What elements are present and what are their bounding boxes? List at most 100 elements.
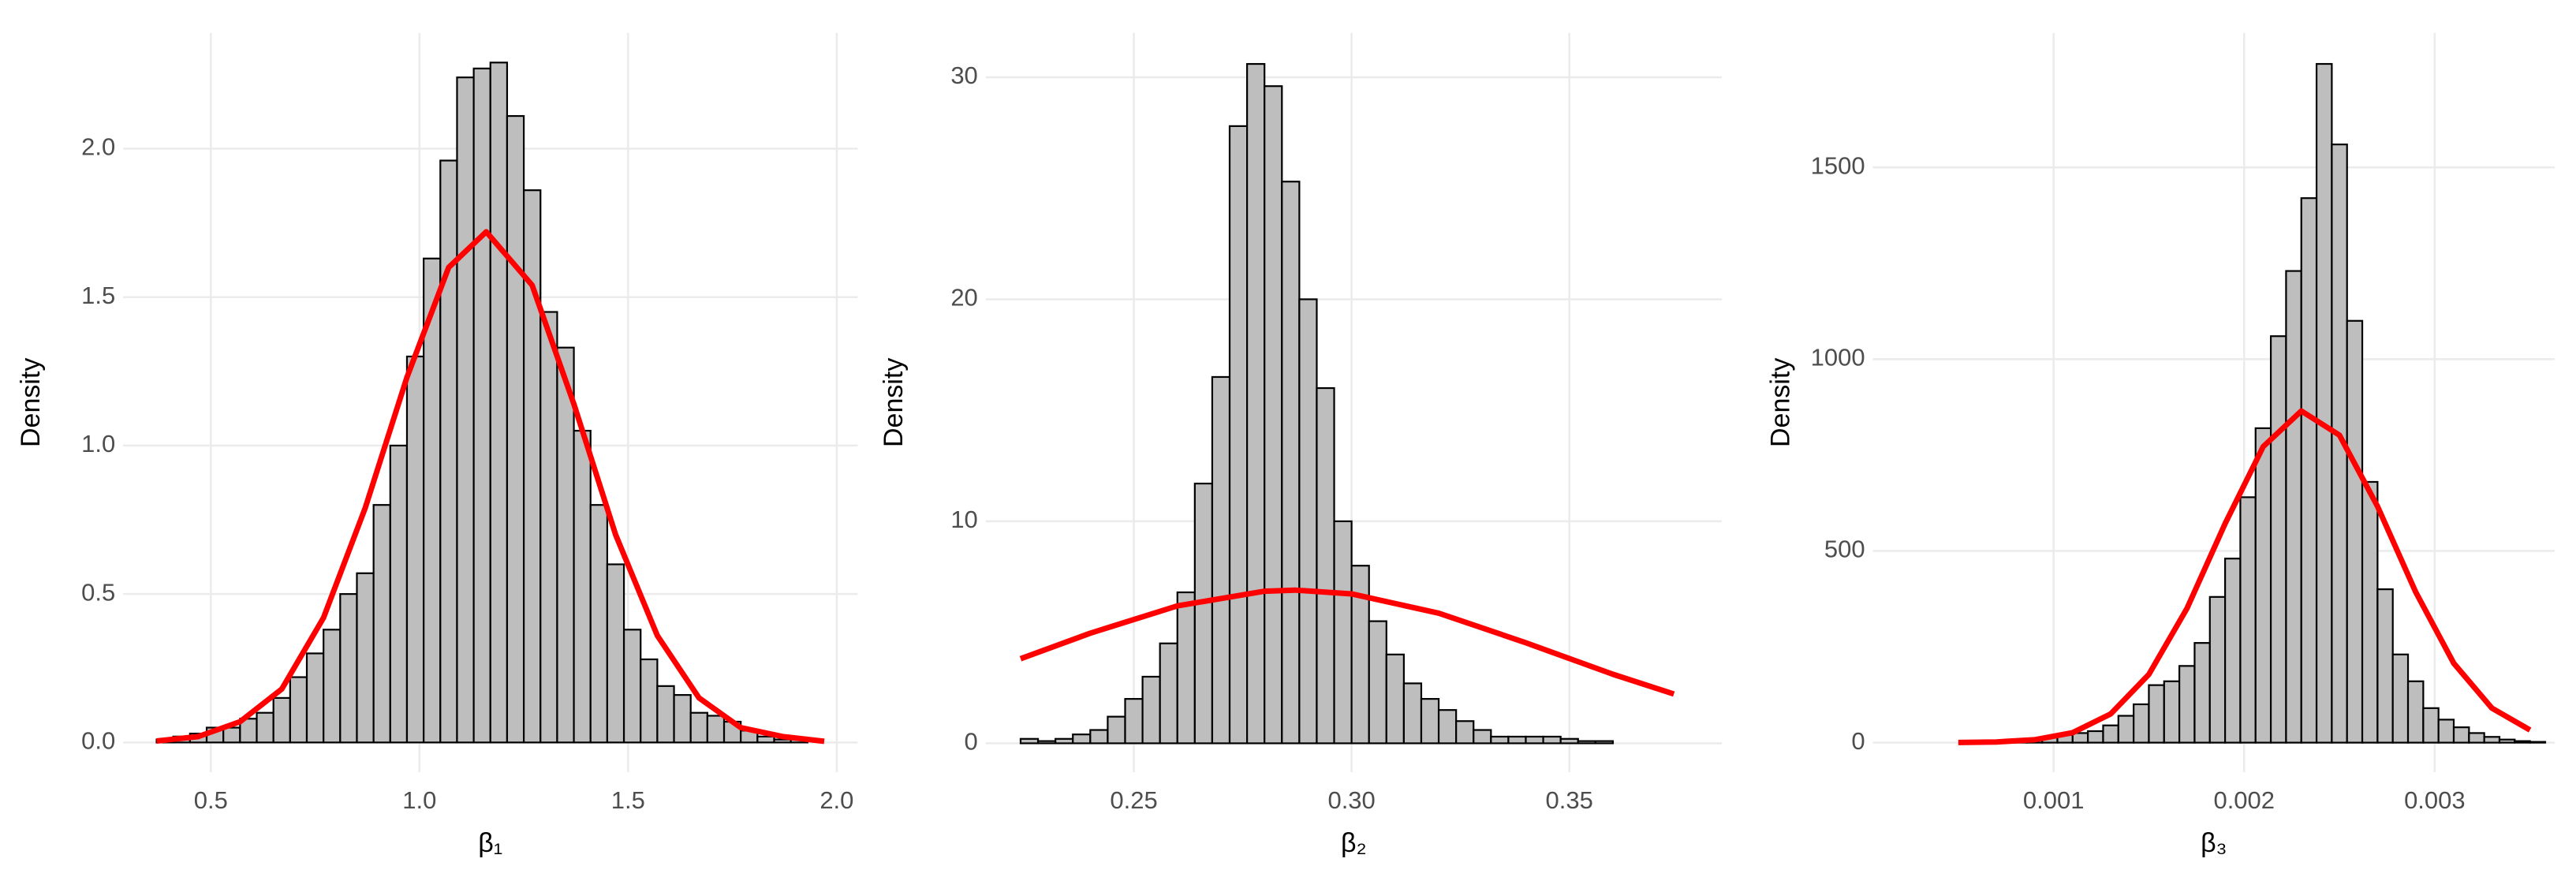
histogram-bar bbox=[2285, 270, 2302, 744]
histogram-bar bbox=[1333, 520, 1353, 745]
histogram-bar bbox=[1473, 729, 1492, 745]
histogram-bar bbox=[2452, 726, 2470, 744]
histogram-bar bbox=[389, 444, 409, 744]
histogram-bar bbox=[2422, 707, 2440, 744]
x-axis-title: β₃ bbox=[2201, 828, 2227, 858]
y-tick-label: 0 bbox=[1851, 727, 1865, 755]
histogram-bar bbox=[405, 355, 425, 744]
histogram-bar bbox=[2239, 496, 2257, 744]
y-tick-label: 500 bbox=[1824, 536, 1865, 563]
histogram-bar bbox=[2346, 319, 2364, 744]
histogram-bar bbox=[1019, 737, 1040, 745]
histogram-bar bbox=[323, 629, 342, 744]
histogram-bar bbox=[1159, 642, 1178, 745]
histogram-bar bbox=[1264, 85, 1283, 745]
histogram-bar bbox=[640, 658, 659, 744]
histogram-bar bbox=[2178, 665, 2196, 744]
histogram-bar bbox=[673, 694, 692, 744]
histogram-bar bbox=[2315, 62, 2333, 744]
y-tick-label: 1000 bbox=[1811, 344, 1865, 371]
histogram-bar bbox=[2437, 719, 2455, 744]
histogram-bar bbox=[522, 189, 542, 744]
histogram-bar bbox=[1281, 181, 1301, 745]
panel: 0.0 0.5 1.0 1.5 2.0 0.5 1.0 1.5 2.0 β₁ Density bbox=[16, 32, 858, 858]
histogram-bar bbox=[506, 114, 525, 744]
x-tick-label: 1.5 bbox=[611, 786, 645, 814]
histogram-bar bbox=[439, 159, 458, 744]
panel: 0 500 1000 1500 0.001 0.002 0.003 β₃ Density bbox=[1766, 32, 2555, 858]
y-axis-title: Density bbox=[879, 358, 909, 447]
y-tick-label: 1.5 bbox=[81, 282, 115, 309]
x-tick-label: 2.0 bbox=[819, 786, 853, 814]
x-tick-label: 0.001 bbox=[2023, 786, 2085, 814]
x-axis-title: β₁ bbox=[478, 828, 502, 858]
histogram-bar bbox=[1298, 298, 1318, 745]
y-tick-label: 2.0 bbox=[81, 133, 115, 161]
histogram-bar bbox=[289, 676, 308, 744]
histogram-bar bbox=[2163, 680, 2181, 744]
histogram-bar bbox=[589, 504, 609, 744]
density-curve bbox=[1958, 408, 2532, 745]
histogram-bar bbox=[2361, 480, 2379, 744]
y-tick-label: 1.0 bbox=[81, 430, 115, 457]
histogram-bar bbox=[1228, 125, 1249, 745]
histogram-bar bbox=[2208, 595, 2227, 744]
y-tick-label: 0.5 bbox=[81, 578, 115, 606]
histogram-bar bbox=[2498, 738, 2516, 744]
histogram-bar bbox=[256, 711, 274, 744]
histogram-bar bbox=[1246, 62, 1266, 745]
histogram-bar bbox=[1420, 698, 1440, 745]
histogram-bar bbox=[2087, 730, 2104, 744]
y-tick-label: 30 bbox=[950, 62, 977, 89]
histogram-bar bbox=[339, 593, 358, 744]
density-curve bbox=[156, 229, 825, 745]
x-axis-title: β₂ bbox=[1341, 828, 1367, 858]
histogram-bar bbox=[2148, 684, 2165, 744]
histogram-bar bbox=[222, 726, 241, 744]
y-tick-label: 0.0 bbox=[81, 727, 115, 755]
x-tick-label: 1.0 bbox=[402, 786, 436, 814]
histogram-bar bbox=[1036, 740, 1057, 745]
histogram-bar bbox=[622, 629, 642, 744]
histogram-bar bbox=[1507, 735, 1527, 745]
histogram-bar bbox=[1542, 735, 1562, 745]
histogram-bar bbox=[1594, 740, 1615, 745]
x-tick-label: 0.5 bbox=[194, 786, 228, 814]
histogram-bar bbox=[2254, 427, 2272, 744]
x-tick-label: 0.30 bbox=[1327, 786, 1375, 814]
x-tick-label: 0.25 bbox=[1110, 786, 1157, 814]
histogram-bar bbox=[2223, 558, 2242, 744]
histogram-bar bbox=[1141, 675, 1161, 745]
histogram-bar bbox=[2529, 741, 2547, 744]
histogram-bar bbox=[1525, 735, 1544, 745]
histogram-bar bbox=[756, 735, 775, 744]
histogram-bar bbox=[2117, 715, 2135, 744]
histogram-bar bbox=[2269, 335, 2287, 744]
histogram-bar bbox=[2376, 588, 2394, 744]
histogram-bar bbox=[1559, 737, 1579, 745]
histogram-bar bbox=[1316, 386, 1335, 745]
histogram-bar bbox=[689, 711, 708, 744]
histogram-bar bbox=[1577, 740, 1596, 745]
histogram-bar bbox=[2483, 736, 2501, 744]
histogram-bar bbox=[372, 504, 391, 744]
y-tick-label: 10 bbox=[950, 506, 977, 533]
histogram-bar bbox=[656, 685, 675, 744]
histogram-bar bbox=[2391, 653, 2410, 744]
histogram-bar bbox=[556, 346, 575, 744]
histogram-bar bbox=[2102, 724, 2119, 744]
histogram-bar bbox=[1193, 482, 1214, 745]
x-tick-label: 0.002 bbox=[2213, 786, 2275, 814]
histogram-bar bbox=[1124, 698, 1144, 745]
histogram-bar bbox=[1176, 591, 1196, 745]
density-curve bbox=[1019, 587, 1675, 697]
histogram-bar bbox=[2193, 642, 2211, 744]
histogram-bar bbox=[489, 62, 509, 744]
x-tick-label: 0.003 bbox=[2404, 786, 2466, 814]
y-tick-label: 0 bbox=[965, 728, 978, 756]
y-tick-label: 1500 bbox=[1811, 151, 1865, 179]
histogram-bar bbox=[305, 652, 325, 744]
y-axis-title: Density bbox=[16, 358, 46, 447]
histogram-bar bbox=[2300, 197, 2318, 744]
histogram-bar bbox=[1368, 620, 1387, 745]
